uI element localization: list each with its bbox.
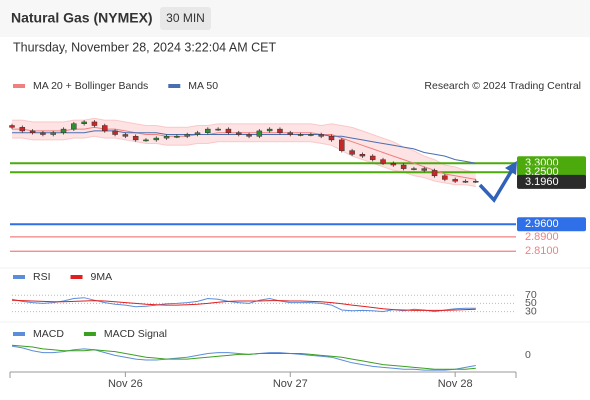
ma-line [12,130,476,164]
candle-body [235,132,242,135]
candle-body [266,128,273,132]
candle-body [287,132,294,135]
forecast-arrow [478,169,514,203]
ma-line [12,126,476,180]
candle-body [318,134,324,137]
candle-body [225,128,232,133]
level-label: 2.8900 [525,231,559,243]
candle-body [122,134,129,137]
timeframe-box [160,7,211,30]
candle-body [400,164,407,169]
y-tick-label: 30 [525,305,537,317]
candle-body [297,134,304,136]
candle-body [380,159,386,164]
candle-body [81,121,87,124]
candle-body [153,137,160,141]
candle-body [328,136,335,141]
candle-body [246,134,252,137]
indicator-line [11,344,476,370]
candle-body [184,134,190,137]
candle-body [163,136,170,139]
candle-body [452,179,458,182]
candle-body [359,154,366,157]
legend-label: MACD Signal [104,328,167,340]
legend-swatch [13,332,25,336]
candle-body [256,130,263,137]
x-tick-label: Nov 27 [273,378,308,390]
candle-body [174,136,180,138]
candle-body [50,132,56,135]
candle-body [277,128,283,133]
legend-label: MA 50 [188,80,218,92]
candle-body [9,125,15,128]
level-label: 2.8100 [525,245,559,257]
level-label-box [517,174,586,189]
legend-label: 9MA [91,271,113,283]
x-tick-label: Nov 26 [108,378,143,390]
legend-label: MA 20 + Bollinger Bands [33,80,148,92]
legend-swatch [13,84,25,88]
candle-body [91,121,98,126]
legend-swatch [70,275,83,279]
candle-body [308,134,314,136]
legend-label: RSI [33,271,51,283]
indicator-line [11,299,476,311]
bollinger-band [12,118,476,187]
candle-body [102,125,108,132]
candle-body [462,180,469,183]
timeframe: 30 MIN [166,11,205,25]
candle-body [60,128,67,133]
legend-swatch [13,275,25,279]
y-tick-label: 0 [525,349,531,361]
candle-body [339,139,345,151]
legend-swatch [83,332,96,336]
legend-label: MACD [33,328,64,340]
instrument-title: Natural Gas (NYMEX) [11,10,153,26]
candle-body [19,127,26,132]
candle-body [132,136,139,141]
legend-swatch [168,84,181,88]
candle-body [411,168,417,170]
candle-body [40,132,46,135]
forecast-arrow-head [505,161,517,175]
candle-body [442,175,448,180]
x-tick-label: Nov 28 [438,378,473,390]
header-band [0,0,590,37]
timestamp: Thursday, November 28, 2024 3:22:04 AM C… [13,40,276,54]
candle-body [71,123,77,130]
level-label: 2.9600 [525,218,559,230]
candle-body [390,162,397,166]
candle-body [349,150,355,155]
candle-body [431,170,438,177]
level-label-box [517,217,586,232]
candle-body [421,168,427,171]
candle-body [205,128,211,133]
candle-body [112,130,118,135]
candle-body [369,155,376,160]
y-tick-label: 70 [525,289,537,301]
y-tick-label: 50 [525,297,537,309]
candle-body [473,180,479,183]
plot-layer [9,117,516,371]
bollinger-upper [12,117,476,173]
candle-body [29,130,36,133]
candle-body [143,139,149,142]
candle-body [215,128,221,131]
level-label: 3.1960 [525,176,559,188]
candle-body [194,132,201,135]
indicator-line [11,297,476,313]
credit: Research © 2024 Trading Central [424,80,581,92]
